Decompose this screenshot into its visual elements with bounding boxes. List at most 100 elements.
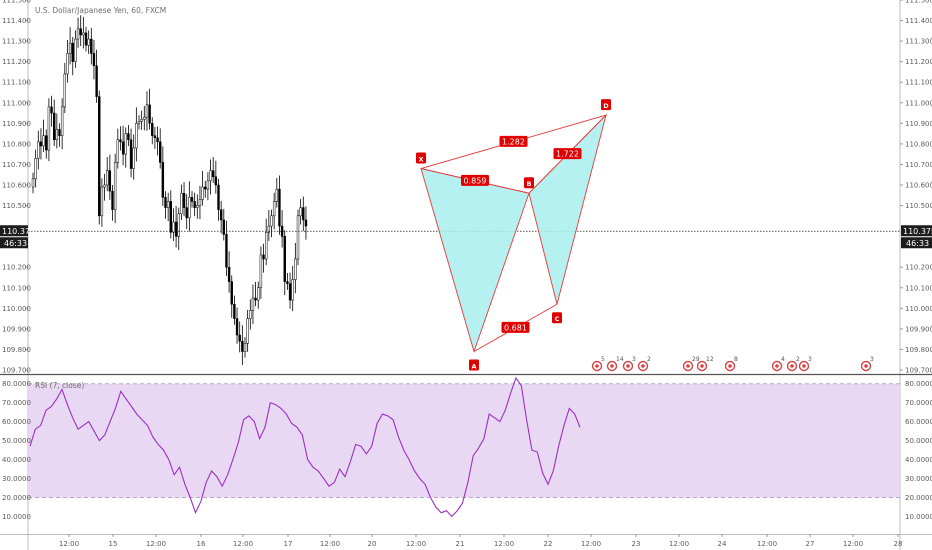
- price-tick-label: 110.100: [905, 284, 932, 292]
- time-tick-label: 20: [368, 540, 377, 548]
- candle-body: [84, 32, 88, 46]
- point-label-bg: [524, 177, 534, 189]
- candle-body: [137, 121, 141, 124]
- ratio-label-bg: [499, 135, 528, 147]
- candle-body: [161, 162, 165, 198]
- candle-body: [98, 96, 101, 217]
- candle-body: [172, 221, 175, 233]
- candle-body: [92, 53, 96, 67]
- candle-body: [129, 139, 133, 169]
- point-label-bg: [416, 152, 426, 164]
- candle-body: [235, 318, 239, 336]
- price-tick-label-left: 110.100: [2, 284, 31, 292]
- candle-body: [42, 135, 45, 147]
- candle-body: [217, 184, 220, 210]
- event-marker-count: 2: [796, 356, 800, 363]
- candle-body: [182, 192, 186, 208]
- candle-body: [296, 215, 300, 260]
- event-marker-count: 5: [601, 356, 605, 363]
- candle-body: [34, 158, 37, 180]
- harmonic-pattern[interactable]: 0.859 0.681 1.282 1.722 X A B C D: [416, 99, 611, 371]
- ratio-label: 1.722: [556, 150, 579, 159]
- rsi-tick-label-left: 20.0000: [2, 494, 31, 502]
- countdown-value: 46:33: [906, 239, 929, 248]
- candle-body: [63, 73, 66, 108]
- candle-body: [82, 32, 85, 36]
- candle-body: [174, 221, 178, 237]
- time-tick-label: 12:00: [494, 540, 514, 548]
- candle-body: [188, 197, 191, 219]
- point-label: A: [471, 362, 476, 370]
- candle-body: [204, 186, 207, 190]
- candle-body: [145, 104, 149, 118]
- time-tick-label: 28: [894, 540, 903, 548]
- candle-body: [246, 318, 249, 344]
- event-marker-dot: [802, 364, 806, 368]
- event-marker-count: 14: [616, 356, 624, 363]
- time-tick-label: 23: [632, 540, 641, 548]
- candle-body: [68, 42, 72, 54]
- candle-body: [212, 170, 215, 178]
- time-tick-label: 12:00: [581, 540, 601, 548]
- time-tick-label: 12:00: [146, 540, 166, 548]
- candle-body: [50, 106, 53, 114]
- ratio-label-bg: [461, 174, 489, 186]
- rsi-tick-label-left: 60.0000: [2, 418, 31, 426]
- candle-body: [87, 38, 90, 46]
- price-tick-label-left: 111.200: [2, 58, 31, 66]
- time-axis[interactable]: 12:00 15 12:00 16 12:00 17 12:00 20 12:00 21 12:00…: [59, 534, 903, 548]
- event-marker-count: 3: [632, 356, 636, 363]
- candle-body: [294, 258, 297, 280]
- price-tick-label: 110.600: [905, 182, 932, 190]
- price-tick-label-left: 111.100: [2, 79, 31, 87]
- candle-body: [270, 215, 273, 227]
- candle-body: [47, 106, 51, 151]
- candle-body: [159, 141, 162, 163]
- price-axis[interactable]: 109.700 109.700 109.800 109.800 109.900 109.9…: [0, 0, 932, 521]
- time-tick-label: 12:00: [320, 540, 340, 548]
- candle-body: [153, 135, 157, 138]
- price-tick-label-left: 109.900: [2, 325, 31, 333]
- candle-body: [198, 199, 202, 206]
- candle-body: [209, 170, 212, 182]
- candle-body: [169, 201, 173, 233]
- candle-body: [206, 180, 210, 190]
- price-tick-label: 110.200: [905, 264, 932, 272]
- price-tick-label: 110.700: [905, 161, 932, 169]
- rsi-title: RSI (7, close): [35, 381, 84, 390]
- price-tick-label: 109.900: [905, 325, 932, 333]
- price-tick-label-left: 109.800: [2, 346, 31, 354]
- candle-body: [193, 201, 196, 208]
- candle-body: [177, 213, 180, 237]
- candle-body: [257, 287, 260, 301]
- ratio-label-bg: [501, 321, 530, 333]
- candle-body: [214, 176, 218, 186]
- candle-body: [291, 279, 294, 301]
- price-tick-label: 110.800: [905, 140, 932, 148]
- candle-body: [148, 104, 151, 124]
- rsi-tick-label: 80.0000: [905, 380, 932, 388]
- time-tick-label: 15: [109, 540, 118, 548]
- rsi-line: [29, 376, 581, 518]
- time-tick-label: 16: [197, 540, 206, 548]
- candle-body: [196, 205, 199, 208]
- point-label: B: [527, 180, 532, 188]
- price-tick-label-left: 110.500: [2, 202, 31, 210]
- candle-body: [103, 184, 106, 188]
- candle-body: [53, 112, 56, 141]
- candle-body: [76, 28, 80, 40]
- candle-body: [143, 116, 146, 120]
- chart-title: U.S. Dollar/Japanese Yen, 60, FXCM: [35, 6, 166, 15]
- candle-body: [259, 254, 263, 289]
- candle-body: [90, 38, 93, 54]
- candle-body: [241, 340, 244, 352]
- candle-body: [275, 188, 279, 202]
- ratio-label-bg: [553, 148, 582, 160]
- rsi-pane[interactable]: [28, 376, 900, 518]
- candle-body: [190, 197, 194, 202]
- candle-body: [278, 188, 281, 227]
- point-label-bg: [552, 312, 562, 324]
- candle-body: [31, 178, 35, 188]
- rsi-tick-label-left: 70.0000: [2, 399, 31, 407]
- time-tick-label: 12:00: [669, 540, 689, 548]
